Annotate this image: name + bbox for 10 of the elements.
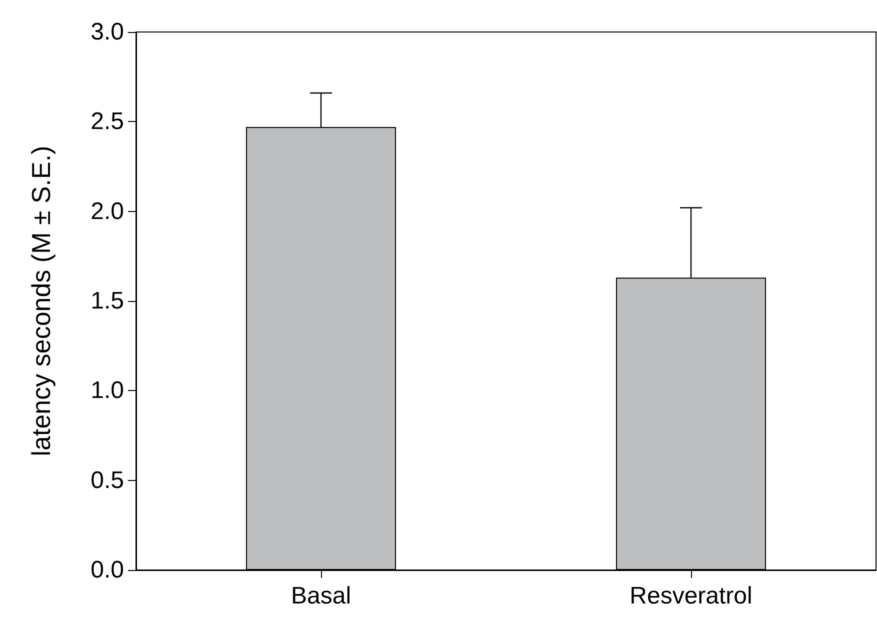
y-tick-label: 0.0 — [90, 556, 124, 584]
y-tick-label: 1.0 — [90, 377, 124, 404]
x-tick-label: Resveratrol — [630, 582, 752, 610]
y-axis-title: latency seconds (M ± S.E.) — [26, 146, 56, 456]
y-tick-label: 3.0 — [90, 18, 124, 46]
y-tick-label: 2.0 — [90, 198, 124, 225]
x-tick-label: Basal — [290, 582, 352, 610]
y-tick-label: 2.5 — [90, 108, 124, 136]
y-tick-label: 0.5 — [90, 466, 124, 494]
y-tick-label: 1.5 — [90, 288, 124, 314]
